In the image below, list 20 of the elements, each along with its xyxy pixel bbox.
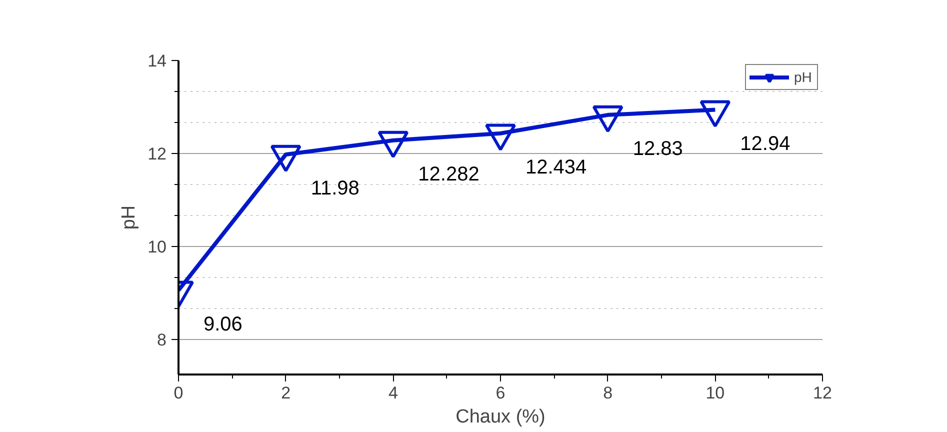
legend-label: pH (794, 69, 813, 85)
y-axis-title: pH (118, 205, 140, 230)
y-tick-label: 12 (148, 144, 167, 164)
x-axis-title: Chaux (%) (456, 406, 546, 428)
text: 12.434 (526, 156, 587, 178)
y-tick-label: 8 (157, 330, 167, 350)
text: 12.282 (418, 163, 480, 186)
text: 9.06 (204, 313, 242, 336)
x-tick-label: 8 (603, 384, 613, 402)
text: 11.98 (310, 177, 360, 200)
x-tick-label: 0 (174, 384, 184, 402)
text: 12.83 (632, 138, 683, 160)
x-tick-label: 2 (281, 384, 291, 402)
x-tick-label: 4 (388, 384, 398, 402)
y-tick-label: 14 (148, 52, 167, 70)
text: 12.94 (740, 132, 790, 155)
x-tick-label: 12 (813, 384, 832, 402)
y-tick-label: 10 (148, 238, 167, 257)
x-tick-label: 10 (706, 384, 725, 402)
x-tick-label: 6 (496, 384, 506, 402)
